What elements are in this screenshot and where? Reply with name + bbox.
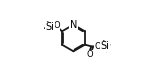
- Text: Si: Si: [46, 22, 54, 32]
- Text: O: O: [87, 50, 93, 59]
- Text: N: N: [70, 20, 77, 30]
- Text: Si: Si: [100, 41, 109, 51]
- Text: O: O: [53, 21, 60, 30]
- Text: O: O: [95, 42, 101, 51]
